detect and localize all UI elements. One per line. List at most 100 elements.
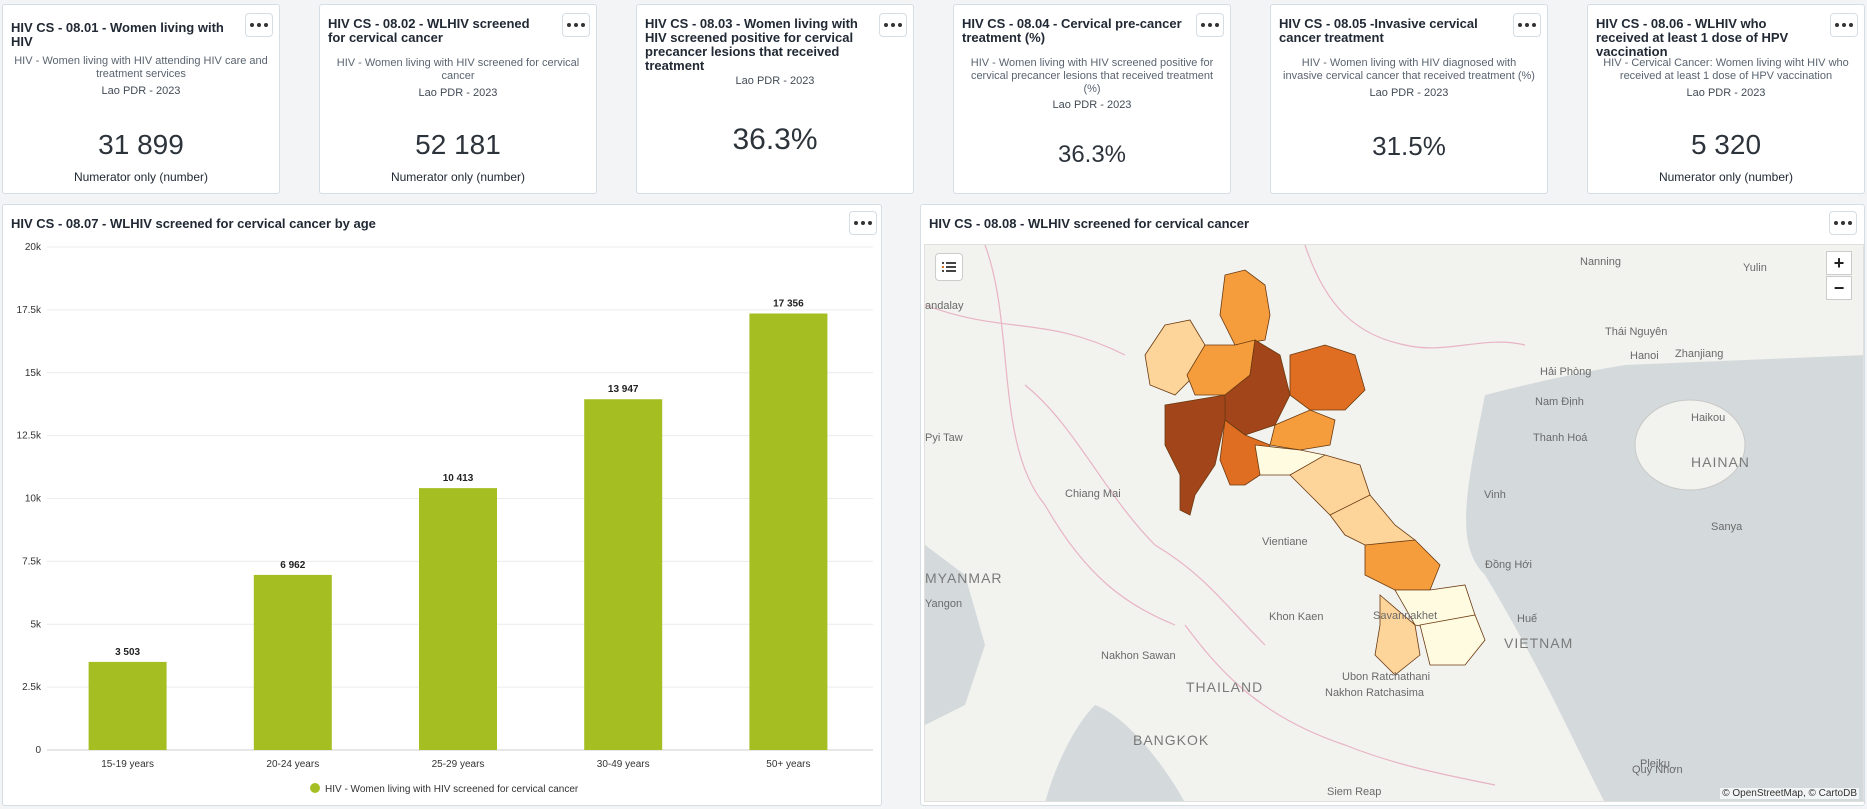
- x-tick-label: 25-29 years: [432, 759, 485, 770]
- y-tick-label: 5k: [30, 619, 42, 630]
- bar-value-label: 6 962: [280, 560, 305, 571]
- map-place-label: Zhanjiang: [1675, 348, 1723, 360]
- kpi-subtitle: HIV - Women living with HIV diagnosed wi…: [1283, 57, 1535, 82]
- province-vientiane[interactable]: [1219, 419, 1271, 486]
- map-place-label: HAINAN: [1691, 454, 1750, 470]
- kpi-title: HIV CS - 08.02 - WLHIV screened for cerv…: [328, 16, 530, 45]
- bar-value-label: 17 356: [773, 298, 804, 309]
- map-place-label: BANGKOK: [1133, 732, 1209, 748]
- y-tick-label: 12.5k: [17, 431, 42, 442]
- y-tick-label: 10k: [25, 494, 42, 505]
- map-title: HIV CS - 08.08 - WLHIV screened for cerv…: [929, 216, 1250, 231]
- province-attapeu[interactable]: [1419, 614, 1486, 666]
- map-place-label: Sanya: [1711, 521, 1743, 533]
- map-place-label: Yulin: [1743, 262, 1767, 274]
- kpi-subtitle: HIV - Women living with HIV screened for…: [336, 57, 580, 82]
- y-tick-label: 15k: [25, 368, 42, 379]
- map-place-label: Thái Nguyên: [1605, 326, 1667, 338]
- map-more-button[interactable]: [1829, 211, 1857, 235]
- map-place-label: Quy Nhơn: [1632, 764, 1683, 776]
- kpi-title: HIV CS - 08.06 - WLHIV who received at l…: [1596, 16, 1789, 59]
- x-tick-label: 20-24 years: [266, 759, 319, 770]
- kpi-card: HIV CS - 08.03 - Women living with HIV s…: [636, 4, 914, 194]
- map-place-label: Nakhon Sawan: [1101, 650, 1176, 662]
- province-salavan[interactable]: [1364, 539, 1441, 591]
- province-huaphanh[interactable]: [1289, 344, 1366, 411]
- sea-area: [1466, 355, 1863, 801]
- kpi-period: Lao PDR - 2023: [1369, 87, 1449, 99]
- bar[interactable]: [749, 313, 828, 750]
- kpi-subtitle: HIV - Women living with HIV attending HI…: [14, 55, 268, 80]
- zoom-in-button[interactable]: +: [1826, 251, 1852, 275]
- kpi-unit: Numerator only (number): [73, 170, 209, 184]
- kpi-card: HIV CS - 08.01 - Women living with HIV H…: [2, 4, 280, 194]
- gulf-of-thailand: [1045, 705, 1184, 801]
- y-tick-label: 0: [35, 745, 41, 756]
- andaman-sea: [925, 545, 985, 725]
- y-tick-label: 17.5k: [17, 305, 42, 316]
- map-place-label: Chiang Mai: [1065, 488, 1121, 500]
- zoom-out-button[interactable]: −: [1826, 276, 1852, 300]
- map-place-label: Khon Kaen: [1269, 611, 1323, 623]
- map-attribution: © OpenStreetMap, © CartoDB: [1720, 788, 1859, 799]
- kpi-more-button[interactable]: [562, 13, 590, 37]
- legend-swatch: [310, 783, 320, 793]
- map-place-label: Yangon: [925, 598, 962, 610]
- y-tick-label: 2.5k: [22, 682, 42, 693]
- map-place-label: Hanoi: [1630, 350, 1659, 362]
- y-tick-label: 7.5k: [22, 556, 42, 567]
- map-place-label: Haikou: [1691, 412, 1725, 424]
- list-icon: [942, 262, 956, 272]
- map-place-label: Huế: [1517, 613, 1537, 625]
- y-tick-label: 20k: [25, 242, 42, 253]
- province-sayaboury[interactable]: [1164, 394, 1226, 516]
- bar-chart-title: HIV CS - 08.07 - WLHIV screened for cerv…: [11, 216, 376, 231]
- map-legend-button[interactable]: [935, 253, 963, 281]
- kpi-card: HIV CS - 08.05 -Invasive cervical cancer…: [1270, 4, 1548, 194]
- bar-chart-card: HIV CS - 08.07 - WLHIV screened for cerv…: [2, 204, 882, 806]
- kpi-period: Lao PDR - 2023: [1052, 99, 1132, 111]
- kpi-more-button[interactable]: [879, 13, 907, 37]
- bar[interactable]: [419, 488, 497, 750]
- bar-value-label: 13 947: [608, 384, 639, 395]
- map-place-label: Pleiku: [1640, 758, 1670, 770]
- kpi-value: 36.3%: [732, 123, 818, 156]
- map-place-label: Nakhon Ratchasima: [1325, 687, 1425, 699]
- kpi-period: Lao PDR - 2023: [1686, 87, 1766, 99]
- kpi-more-button[interactable]: [1513, 13, 1541, 37]
- province-phongsaly[interactable]: [1219, 269, 1271, 346]
- map-place-label: VIETNAM: [1504, 635, 1573, 651]
- kpi-more-button[interactable]: [1196, 13, 1224, 37]
- map-canvas[interactable]: Nanning Yulin andalay Thái Nguyên Hanoi Zhanj…: [925, 245, 1864, 802]
- kpi-more-button[interactable]: [245, 13, 273, 37]
- x-tick-label: 30-49 years: [597, 759, 650, 770]
- province-champasak[interactable]: [1374, 594, 1421, 676]
- bar-value-label: 3 503: [115, 647, 140, 658]
- map-place-label: Savannakhet: [1373, 610, 1437, 622]
- kpi-value: 31 899: [98, 129, 184, 160]
- map-place-label: Siem Reap: [1327, 786, 1381, 798]
- bar-chart-more-button[interactable]: [849, 211, 877, 235]
- kpi-period: Lao PDR - 2023: [418, 87, 498, 99]
- bar-value-label: 10 413: [443, 473, 474, 484]
- kpi-more-button[interactable]: [1830, 13, 1858, 37]
- map-place-label: Nam Định: [1535, 396, 1584, 408]
- kpi-title: HIV CS - 08.05 -Invasive cervical cancer…: [1279, 16, 1478, 45]
- kpi-unit: Numerator only (number): [1658, 170, 1794, 184]
- map-place-label: Vinh: [1484, 489, 1506, 501]
- x-tick-label: 50+ years: [766, 759, 810, 770]
- map-place-label: Đồng Hới: [1485, 559, 1532, 571]
- kpi-period: Lao PDR - 2023: [735, 75, 815, 87]
- map-place-label: Thanh Hoá: [1533, 432, 1588, 444]
- kpi-title: HIV CS - 08.01 - Women living with HIV: [11, 20, 224, 49]
- map-place-label: andalay: [925, 300, 964, 312]
- kpi-card: HIV CS - 08.06 - WLHIV who received at l…: [1587, 4, 1865, 194]
- map-place-label: MYANMAR: [925, 570, 1003, 586]
- bar[interactable]: [253, 574, 332, 750]
- bar[interactable]: [88, 661, 167, 750]
- map-place-label: THAILAND: [1186, 679, 1263, 695]
- kpi-value: 52 181: [415, 129, 501, 160]
- map-view[interactable]: Nanning Yulin andalay Thái Nguyên Hanoi Zhanj…: [924, 244, 1864, 802]
- map-place-label: Hải Phòng: [1540, 366, 1591, 378]
- bar[interactable]: [584, 399, 663, 750]
